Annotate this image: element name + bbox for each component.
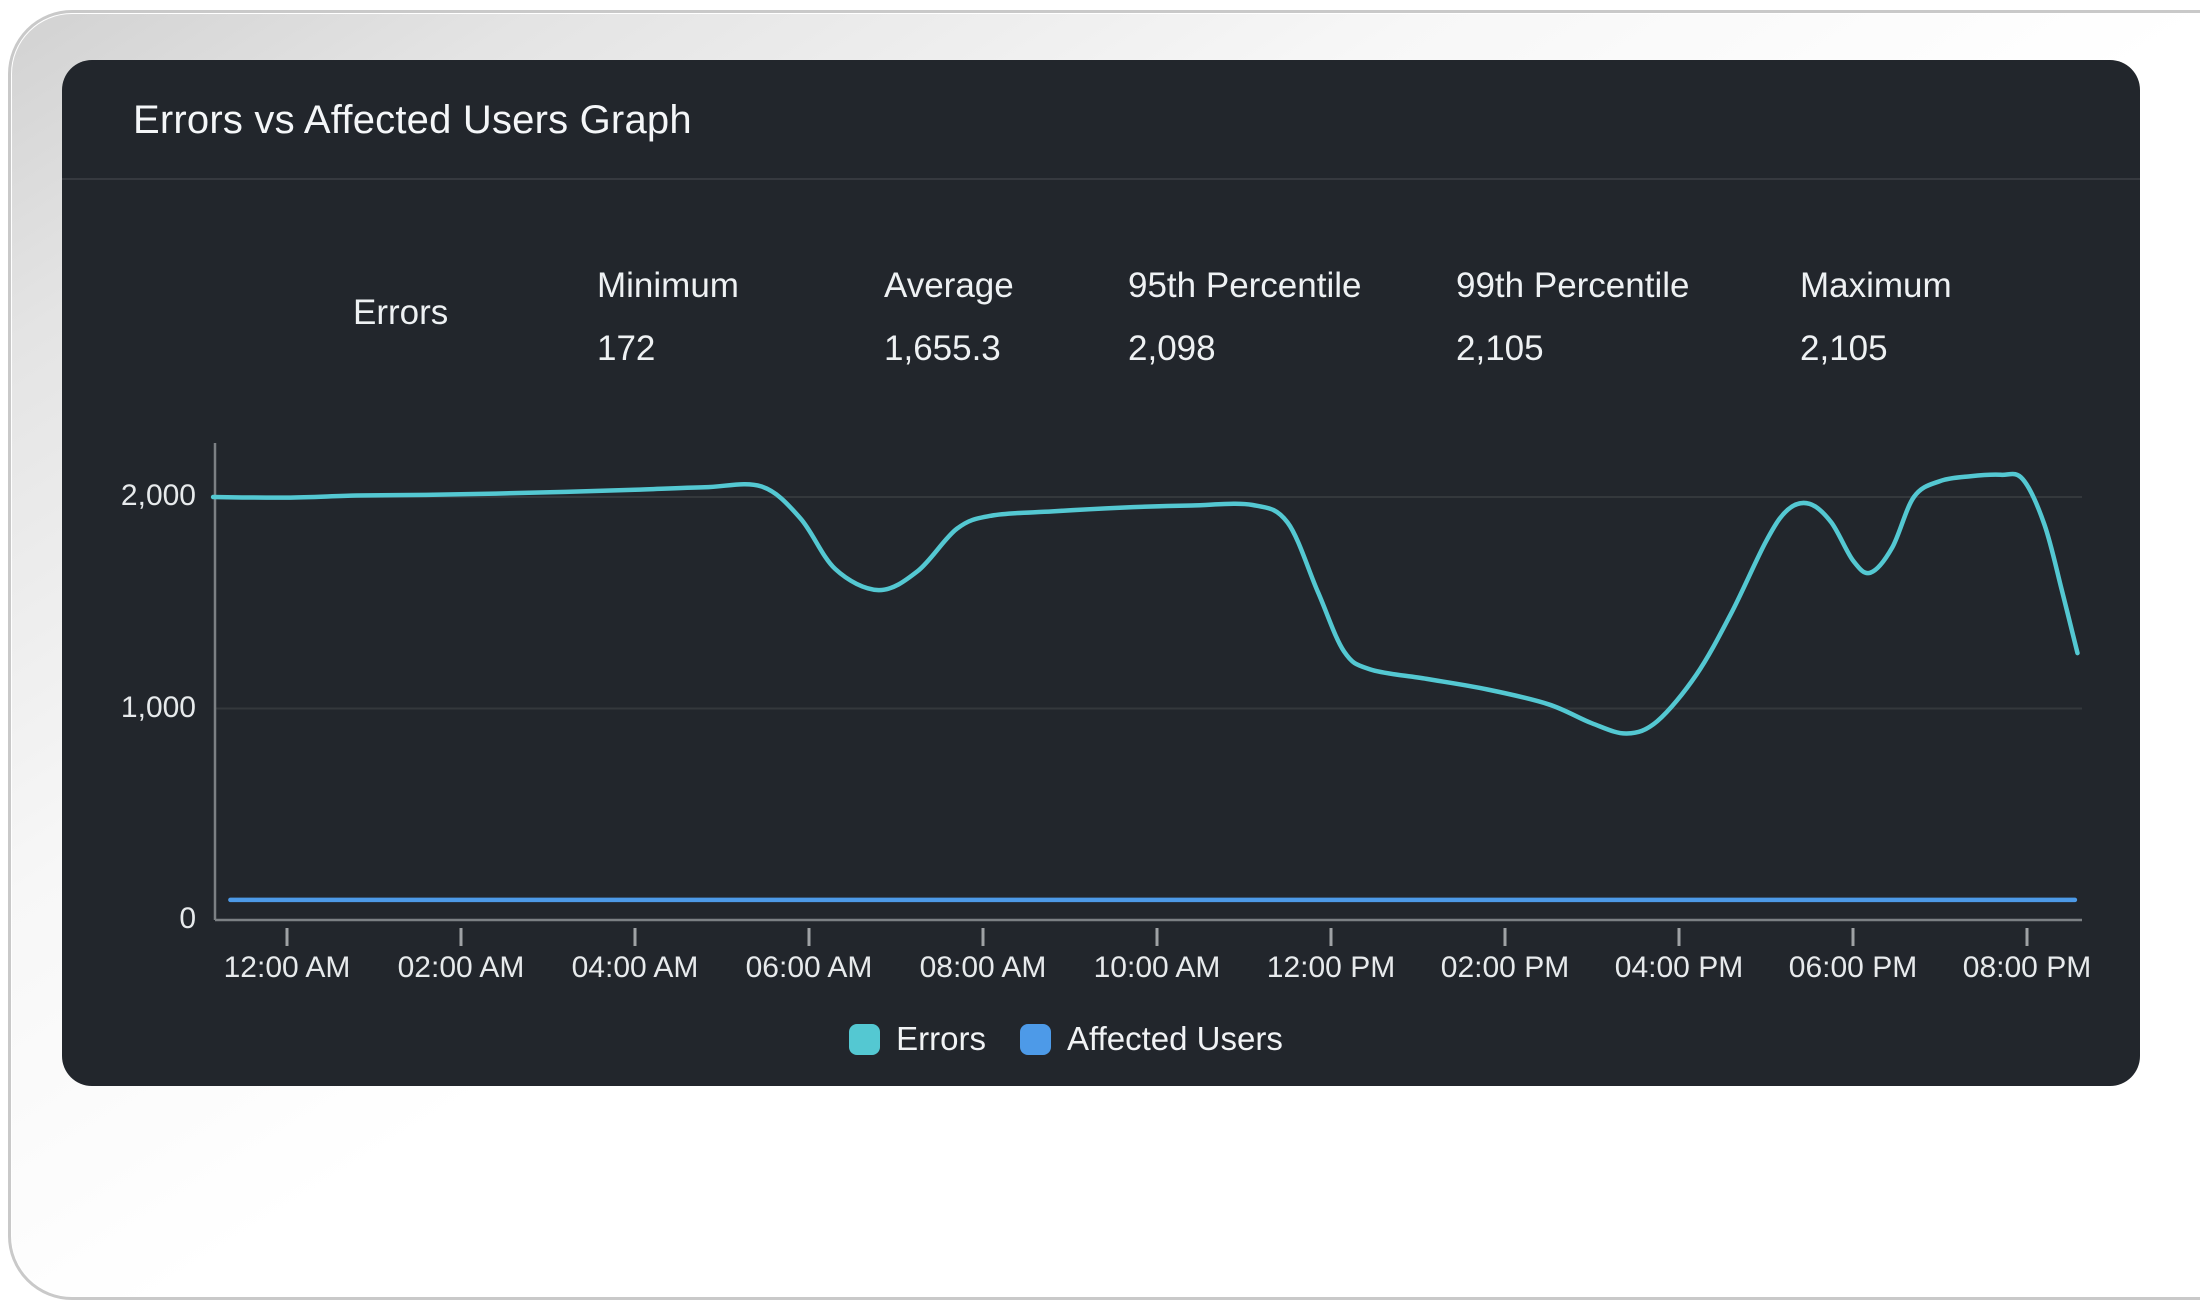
chart-legend: Errors Affected Users [62, 1020, 2070, 1058]
legend-swatch-icon [849, 1023, 881, 1055]
errors-line [210, 471, 2080, 736]
card-title: Errors vs Affected Users Graph [133, 98, 692, 142]
card-header: Errors vs Affected Users Graph [62, 60, 2140, 180]
errors-graph-card: Errors vs Affected Users Graph [62, 60, 2140, 1086]
errors-vs-affected-users-chart[interactable] [0, 0, 2200, 1152]
legend-item-affected-users[interactable]: Affected Users [1020, 1020, 1283, 1058]
legend-item-errors[interactable]: Errors [849, 1020, 986, 1058]
legend-label: Affected Users [1067, 1020, 1283, 1057]
legend-label: Errors [896, 1020, 986, 1057]
legend-swatch-icon [1020, 1023, 1051, 1055]
